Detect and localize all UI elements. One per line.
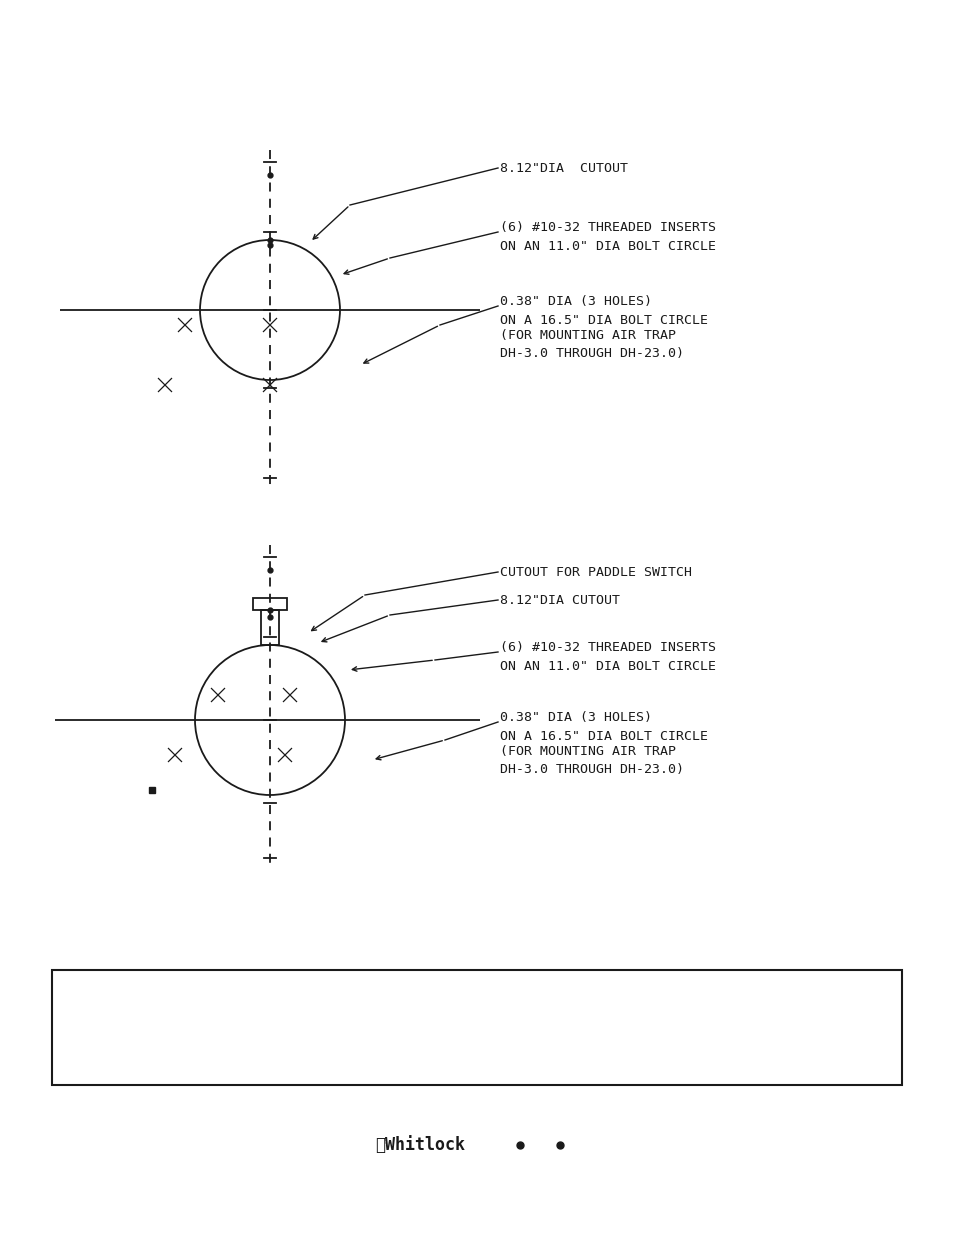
Bar: [253, 598, 287, 610]
Text: CUTOUT FOR PADDLE SWITCH: CUTOUT FOR PADDLE SWITCH: [499, 566, 691, 578]
Text: 0.38" DIA (3 HOLES): 0.38" DIA (3 HOLES): [499, 711, 651, 725]
Text: (FOR MOUNTING AIR TRAP: (FOR MOUNTING AIR TRAP: [499, 330, 676, 342]
Text: DH-3.0 THROUGH DH-23.0): DH-3.0 THROUGH DH-23.0): [499, 347, 683, 361]
Text: ↎Whitlock: ↎Whitlock: [375, 1136, 464, 1153]
Text: (6) #10-32 THREADED INSERTS: (6) #10-32 THREADED INSERTS: [499, 641, 716, 655]
Text: (FOR MOUNTING AIR TRAP: (FOR MOUNTING AIR TRAP: [499, 746, 676, 758]
Bar: [261, 610, 278, 645]
Text: ON AN 11.0" DIA BOLT CIRCLE: ON AN 11.0" DIA BOLT CIRCLE: [499, 659, 716, 673]
Text: 8.12"DIA  CUTOUT: 8.12"DIA CUTOUT: [499, 162, 627, 174]
Text: DH-3.0 THROUGH DH-23.0): DH-3.0 THROUGH DH-23.0): [499, 763, 683, 777]
Text: ON A 16.5" DIA BOLT CIRCLE: ON A 16.5" DIA BOLT CIRCLE: [499, 730, 707, 742]
Text: ON AN 11.0" DIA BOLT CIRCLE: ON AN 11.0" DIA BOLT CIRCLE: [499, 240, 716, 252]
Bar: [52, 969, 901, 1086]
Text: 0.38" DIA (3 HOLES): 0.38" DIA (3 HOLES): [499, 295, 651, 309]
Text: ON A 16.5" DIA BOLT CIRCLE: ON A 16.5" DIA BOLT CIRCLE: [499, 314, 707, 326]
Text: (6) #10-32 THREADED INSERTS: (6) #10-32 THREADED INSERTS: [499, 221, 716, 235]
Text: 8.12"DIA CUTOUT: 8.12"DIA CUTOUT: [499, 594, 619, 606]
